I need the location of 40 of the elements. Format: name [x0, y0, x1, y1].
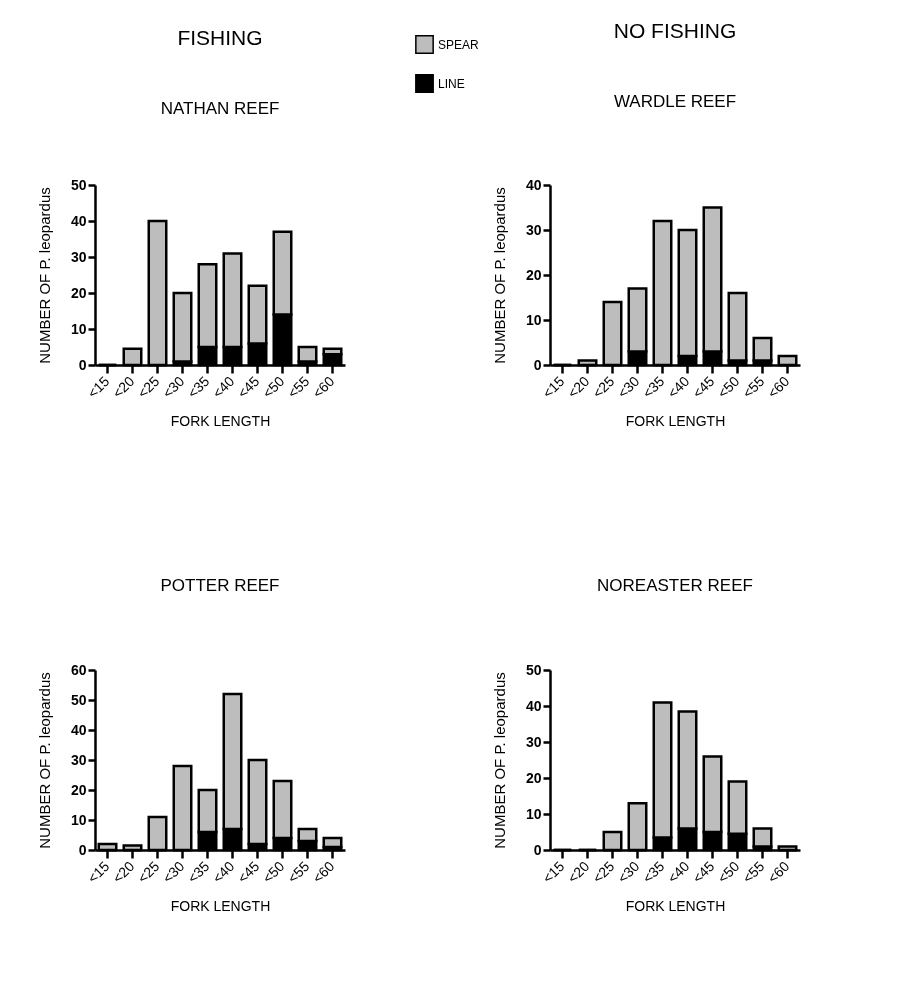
chart-title: NOREASTER REEF	[597, 576, 753, 595]
x-axis-title: FORK LENGTH	[625, 898, 726, 915]
y-axis-title: NUMBER OF P. leopardus	[35, 672, 53, 849]
legend-label: LINE	[438, 76, 465, 91]
y-tick-label: 10	[525, 311, 542, 328]
y-tick-label: 30	[70, 248, 87, 265]
legend-label: SPEAR	[438, 37, 480, 52]
y-tick-label: 20	[525, 266, 542, 283]
y-tick-label: 40	[70, 721, 87, 738]
y-tick-label: 40	[525, 697, 542, 714]
y-tick-label: 60	[70, 661, 87, 678]
y-tick-label: 30	[525, 733, 542, 750]
y-tick-label: 0	[533, 841, 542, 858]
chart-title: WARDLE REEF	[613, 92, 737, 111]
y-tick-label: 0	[78, 356, 87, 373]
y-tick-label: 20	[525, 769, 542, 786]
y-tick-label: 40	[525, 176, 542, 193]
y-axis-title: NUMBER OF P. leopardus	[35, 187, 53, 364]
chart-title: POTTER REEF	[160, 576, 280, 595]
text: NO FISHING	[613, 19, 737, 42]
y-tick-label: 30	[525, 221, 542, 238]
y-tick-label: 50	[70, 176, 87, 193]
chart-title: NATHAN REEF	[160, 99, 280, 118]
y-tick-label: 10	[70, 811, 87, 828]
y-tick-label: 40	[70, 212, 87, 229]
y-tick-label: 20	[70, 781, 87, 798]
y-tick-label: 0	[78, 841, 87, 858]
x-axis-title: FORK LENGTH	[170, 413, 271, 430]
y-tick-label: 30	[70, 751, 87, 768]
y-tick-label: 20	[70, 284, 87, 301]
text: FISHING	[177, 26, 263, 49]
x-axis-title: FORK LENGTH	[170, 898, 271, 915]
y-axis-title: NUMBER OF P. leopardus	[490, 672, 508, 849]
y-tick-label: 0	[533, 356, 542, 373]
y-axis-title: NUMBER OF P. leopardus	[490, 187, 508, 364]
y-tick-label: 10	[70, 320, 87, 337]
y-tick-label: 50	[70, 691, 87, 708]
y-tick-label: 50	[525, 661, 542, 678]
x-axis-title: FORK LENGTH	[625, 413, 726, 430]
y-tick-label: 10	[525, 805, 542, 822]
